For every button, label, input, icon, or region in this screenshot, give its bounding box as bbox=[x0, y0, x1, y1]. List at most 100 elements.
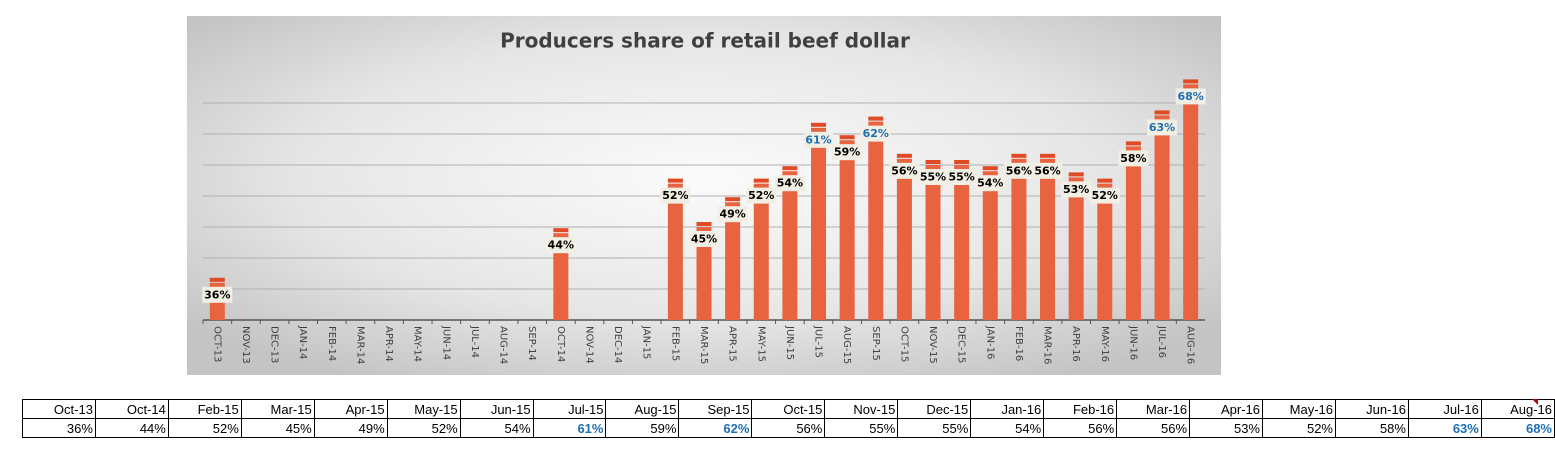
value-cell: 52% bbox=[1262, 418, 1336, 438]
data-label-box bbox=[689, 231, 719, 247]
value-cell: 68% bbox=[1480, 418, 1555, 438]
data-label-text: 61% bbox=[805, 133, 831, 146]
x-tick-label: SEP-14 bbox=[526, 326, 537, 361]
bar-cap bbox=[1154, 110, 1170, 115]
data-label-box bbox=[1089, 187, 1120, 204]
data-label: 56% bbox=[889, 162, 920, 179]
data-label: 44% bbox=[545, 237, 576, 254]
value-cell: 58% bbox=[1335, 418, 1409, 438]
value-cell: 59% bbox=[605, 418, 680, 438]
header-cell: Oct-15 bbox=[751, 399, 826, 419]
x-tick-label: NOV-14 bbox=[583, 326, 594, 364]
header-cell: Mar-15 bbox=[240, 399, 315, 419]
data-label-text: 52% bbox=[748, 189, 774, 202]
data-label: 55% bbox=[918, 169, 949, 185]
data-label-box bbox=[1175, 88, 1206, 105]
value-cell: 56% bbox=[1116, 418, 1191, 438]
x-tick-label: MAR-14 bbox=[354, 326, 365, 364]
x-tick-label: APR-16 bbox=[1070, 326, 1081, 362]
x-tick-label: JUL-15 bbox=[813, 325, 824, 358]
data-label-box bbox=[860, 125, 891, 142]
data-label-box bbox=[202, 286, 233, 303]
value-row: 36% 44% 52% 45% 49% 52% 54% 61% 59% 62% 56% 55% 55% 5… bbox=[22, 418, 1555, 438]
header-cell: Mar-16 bbox=[1116, 399, 1191, 419]
data-label-box bbox=[1032, 162, 1063, 179]
x-tick-label: NOV-13 bbox=[240, 326, 251, 364]
data-label-text: 68% bbox=[1178, 90, 1204, 103]
data-label-text: 36% bbox=[204, 288, 230, 301]
data-label-box bbox=[832, 144, 863, 161]
header-cell: Jun-15 bbox=[459, 399, 534, 419]
bar bbox=[667, 183, 683, 320]
x-tick-label: DEC-15 bbox=[956, 326, 967, 363]
header-cell: Aug-16 bbox=[1480, 399, 1555, 419]
data-label-text: 62% bbox=[863, 127, 889, 140]
data-label: 62% bbox=[860, 125, 891, 142]
data-label-text: 55% bbox=[920, 171, 946, 184]
x-tick-label: JAN-14 bbox=[297, 325, 308, 359]
data-label-text: 58% bbox=[1120, 152, 1146, 165]
bar-cap bbox=[667, 178, 683, 183]
bar-cap bbox=[896, 153, 912, 158]
x-tick-label: MAY-14 bbox=[412, 326, 423, 362]
header-cell: Oct-13 bbox=[22, 399, 96, 419]
bar bbox=[1068, 177, 1084, 320]
bar-cap bbox=[1183, 79, 1199, 84]
x-tick-label: FEB-16 bbox=[1013, 326, 1024, 361]
x-tick-label: JUN-15 bbox=[784, 325, 795, 360]
data-label-text: 52% bbox=[1092, 189, 1118, 202]
x-tick-label: MAY-16 bbox=[1099, 326, 1110, 362]
data-label: 56% bbox=[1003, 162, 1034, 179]
bar bbox=[782, 171, 798, 320]
value-cell: 63% bbox=[1407, 418, 1482, 438]
bar-cap bbox=[782, 166, 798, 171]
value-cell: 62% bbox=[678, 418, 753, 438]
data-label: 52% bbox=[1089, 187, 1120, 204]
value-cell: 45% bbox=[240, 418, 315, 438]
x-tick-label: JUN-16 bbox=[1127, 325, 1138, 360]
value-cell: 61% bbox=[532, 418, 607, 438]
data-label-text: 56% bbox=[891, 164, 917, 177]
chart-title: Producers share of retail beef dollar bbox=[500, 29, 910, 53]
data-label-text: 59% bbox=[834, 146, 860, 159]
data-label-box bbox=[1147, 119, 1178, 136]
cell-comment-marker bbox=[1532, 399, 1538, 405]
x-tick-label: AUG-16 bbox=[1185, 326, 1196, 364]
x-tick-label: AUG-15 bbox=[841, 326, 852, 364]
header-cell: Apr-15 bbox=[313, 399, 388, 419]
bar bbox=[696, 227, 712, 320]
bar-cap bbox=[982, 166, 998, 171]
data-label-box bbox=[545, 237, 576, 254]
x-tick-label: JAN-15 bbox=[641, 325, 652, 359]
bar-cap bbox=[839, 135, 855, 140]
data-label-text: 56% bbox=[1006, 164, 1032, 177]
data-label-box bbox=[1118, 150, 1149, 167]
data-label-text: 63% bbox=[1149, 121, 1175, 134]
bar bbox=[553, 233, 569, 320]
x-tick-label: OCT-13 bbox=[211, 326, 222, 362]
bar bbox=[896, 158, 912, 320]
value-cell: 53% bbox=[1189, 418, 1263, 438]
data-label: 53% bbox=[1061, 181, 1092, 198]
x-tick-label: SEP-15 bbox=[870, 326, 881, 361]
header-cell: Dec-15 bbox=[897, 399, 972, 419]
x-tick-label: MAR-16 bbox=[1042, 326, 1053, 364]
header-cell: Jul-16 bbox=[1407, 399, 1482, 419]
bar-cap bbox=[1011, 153, 1027, 158]
x-tick-label: FEB-14 bbox=[326, 326, 337, 361]
data-label-box bbox=[975, 175, 1006, 192]
data-label-box bbox=[774, 175, 805, 192]
bar bbox=[1040, 158, 1056, 320]
value-cell: 36% bbox=[22, 418, 96, 438]
x-tick-label: MAY-15 bbox=[755, 326, 766, 362]
value-cell: 56% bbox=[1043, 418, 1118, 438]
value-cell: 55% bbox=[897, 418, 972, 438]
bar-cap bbox=[1125, 141, 1141, 146]
bar bbox=[1183, 84, 1199, 321]
bar-cap bbox=[1068, 172, 1084, 177]
x-tick-label: FEB-15 bbox=[669, 326, 680, 361]
data-label: 36% bbox=[202, 286, 233, 303]
data-label-text: 53% bbox=[1063, 183, 1089, 196]
data-label-text: 44% bbox=[548, 239, 574, 252]
